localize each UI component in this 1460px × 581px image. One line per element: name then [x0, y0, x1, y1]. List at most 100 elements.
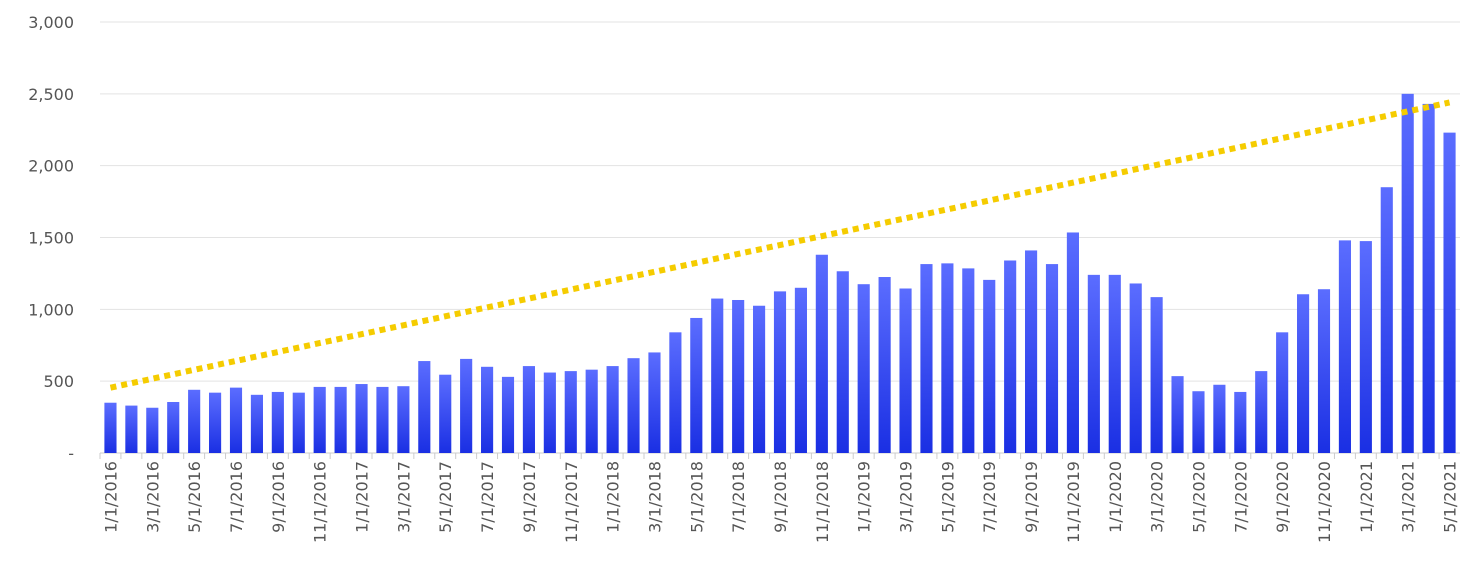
bar: [564, 371, 577, 453]
bar: [669, 332, 682, 453]
bar: [815, 254, 828, 453]
x-tick-label: 7/1/2020: [1231, 461, 1250, 533]
x-tick-label: 11/1/2019: [1064, 461, 1083, 543]
x-tick-label: 1/1/2021: [1357, 461, 1376, 533]
bar: [1338, 240, 1351, 453]
y-tick-label: 2,000: [28, 157, 74, 176]
bar: [1213, 384, 1226, 453]
bar: [1276, 332, 1289, 453]
bar: [334, 386, 347, 453]
bar: [209, 392, 222, 453]
bar: [376, 386, 389, 453]
bar: [941, 263, 954, 453]
x-tick-label: 11/1/2017: [562, 461, 581, 543]
y-tick-label: -: [68, 444, 74, 463]
x-tick-label: 1/1/2018: [604, 461, 623, 533]
x-tick-label: 3/1/2019: [897, 461, 916, 533]
bar: [1025, 250, 1038, 453]
bar: [1150, 297, 1163, 453]
bar: [1087, 274, 1100, 453]
bar: [1045, 264, 1059, 453]
x-tick-label: 1/1/2017: [353, 461, 372, 533]
x-tick-label: 11/1/2020: [1315, 461, 1334, 543]
bar: [773, 291, 787, 453]
bar: [501, 376, 515, 453]
bar: [522, 366, 535, 453]
bar: [125, 405, 138, 453]
bar: [1129, 283, 1142, 453]
y-tick-label: 500: [43, 372, 74, 391]
x-tick-label: 5/1/2021: [1441, 461, 1460, 533]
bar: [1443, 132, 1456, 453]
bar: [439, 374, 452, 453]
bar: [1066, 232, 1079, 453]
bar: [627, 358, 640, 453]
x-tick-label: 5/1/2016: [185, 461, 204, 533]
bar: [878, 277, 891, 453]
x-tick-label: 7/1/2018: [729, 461, 748, 533]
bar: [313, 386, 326, 453]
bar: [460, 358, 473, 453]
bar: [585, 369, 598, 453]
x-tick-label: 9/1/2018: [771, 461, 790, 533]
bar: [1297, 294, 1310, 453]
bar: [1255, 371, 1268, 453]
bar: [1422, 103, 1435, 453]
bar: [271, 391, 284, 453]
trendline: [109, 99, 1451, 391]
bar: [188, 389, 201, 453]
bar: [418, 361, 431, 453]
x-tick-label: 5/1/2020: [1189, 461, 1208, 533]
x-tick-label: 1/1/2016: [101, 461, 120, 533]
x-tick-label: 9/1/2019: [1022, 461, 1041, 533]
bar: [899, 288, 912, 453]
bar: [1192, 391, 1205, 453]
x-tick-label: 1/1/2019: [855, 461, 874, 533]
bar: [292, 392, 305, 453]
y-tick-label: 1,500: [28, 229, 74, 248]
bar: [1004, 260, 1017, 453]
bar: [962, 268, 975, 453]
x-tick-label: 3/1/2018: [645, 461, 664, 533]
x-tick-label: 3/1/2017: [394, 461, 413, 533]
bar: [690, 317, 703, 453]
x-tick-label: 7/1/2016: [227, 461, 246, 533]
bar: [794, 287, 807, 453]
bar: [1171, 376, 1184, 453]
x-tick-label: 9/1/2020: [1273, 461, 1292, 533]
x-tick-label: 11/1/2018: [813, 461, 832, 543]
bar: [732, 299, 745, 453]
bar: [229, 387, 243, 453]
x-tick-label: 7/1/2017: [478, 461, 497, 533]
bar: [1234, 391, 1247, 453]
x-tick-label: 7/1/2019: [980, 461, 999, 533]
x-tick-label: 9/1/2016: [269, 461, 288, 533]
x-tick-label: 5/1/2019: [938, 461, 957, 533]
x-tick-label: 5/1/2017: [436, 461, 455, 533]
bar: [1359, 241, 1372, 453]
bar: [1401, 93, 1414, 453]
bar: [836, 271, 849, 453]
y-tick-label: 2,500: [28, 85, 74, 104]
bar: [355, 384, 368, 453]
bar: [857, 284, 870, 453]
y-tick-label: 3,000: [28, 13, 74, 32]
bar: [1380, 187, 1393, 453]
x-tick-label: 3/1/2016: [143, 461, 162, 533]
bar: [146, 407, 159, 453]
bar: [481, 366, 494, 453]
bar: [1317, 289, 1331, 453]
bar: [983, 279, 996, 453]
bar: [648, 352, 661, 453]
bar: [753, 305, 766, 453]
bar: [104, 402, 117, 453]
x-tick-label: 5/1/2018: [687, 461, 706, 533]
x-tick-label: 9/1/2017: [520, 461, 539, 533]
x-tick-label: 3/1/2020: [1148, 461, 1167, 533]
x-tick-label: 11/1/2016: [311, 461, 330, 543]
bar: [606, 366, 619, 453]
bar: [167, 401, 180, 453]
bar: [1108, 274, 1121, 453]
x-tick-label: 3/1/2021: [1399, 461, 1418, 533]
